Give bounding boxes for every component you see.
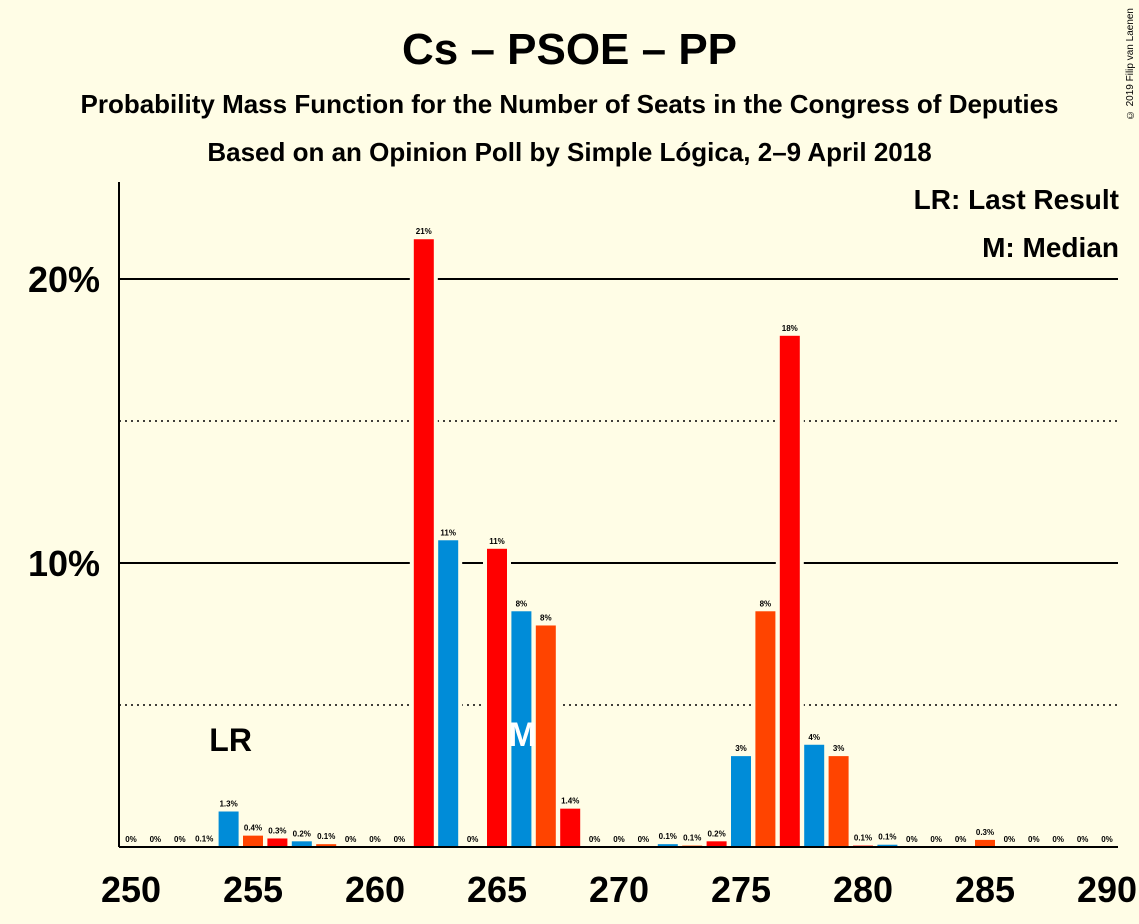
bar-seat-263 (438, 540, 459, 847)
y-tick-label: 10% (28, 543, 100, 584)
bar-value-label: 0% (613, 835, 625, 844)
bar-seat-255 (243, 835, 263, 847)
bar-value-label: 0.3% (268, 826, 286, 835)
x-tick-label: 260 (345, 869, 405, 910)
bar-value-label: 0% (930, 835, 942, 844)
bar-seat-267 (535, 625, 556, 847)
bar-value-label: 18% (782, 324, 798, 333)
last-result-marker: LR (209, 722, 252, 758)
bar-value-label: 8% (540, 613, 552, 622)
median-marker: M (508, 716, 536, 754)
legend-median: M: Median (982, 232, 1119, 263)
bar-seat-265 (487, 548, 507, 847)
bar-value-label: 3% (833, 744, 845, 753)
bar-seat-279 (828, 756, 849, 847)
x-tick-label: 275 (711, 869, 771, 910)
bar-value-label: 0.4% (244, 824, 262, 833)
bar-value-label: 0% (589, 835, 601, 844)
bar-value-label: 0% (369, 835, 381, 844)
bar-value-label: 0.3% (976, 828, 994, 837)
chart-subtitle: Probability Mass Function for the Number… (80, 89, 1059, 119)
legend-last-result: LR: Last Result (913, 184, 1119, 215)
x-tick-label: 265 (467, 869, 527, 910)
bar-seat-285 (975, 839, 995, 847)
bar-value-label: 0% (1028, 835, 1040, 844)
bar-value-label: 11% (489, 537, 505, 546)
bar-value-label: 0.1% (317, 832, 335, 841)
bar-seat-272 (657, 844, 678, 847)
bar-value-label: 8% (516, 599, 528, 608)
bar-seat-278 (804, 744, 825, 847)
bar-halo (873, 840, 902, 847)
bar-value-label: 0.2% (293, 829, 311, 838)
bar-halo (653, 840, 682, 847)
bar-halo (190, 842, 219, 847)
x-tick-label: 250 (101, 869, 161, 910)
bar-value-label: 0% (467, 835, 479, 844)
bar-seat-266 (511, 611, 532, 847)
bar-seat-256 (267, 838, 288, 847)
bar-value-label: 0% (1101, 835, 1113, 844)
bar-seat-258 (316, 844, 337, 847)
bar-value-label: 0.1% (195, 834, 213, 843)
bar-value-label: 1.3% (219, 800, 237, 809)
chart-title: Cs – PSOE – PP (401, 25, 738, 74)
x-tick-label: 255 (223, 869, 283, 910)
bar-value-label: 0% (906, 835, 918, 844)
chart-source: Based on an Opinion Poll by Simple Lógic… (207, 137, 932, 167)
bar-seat-275 (731, 756, 751, 847)
x-tick-label: 280 (833, 869, 893, 910)
bar-value-label: 1.4% (561, 797, 579, 806)
bar-value-label: 0% (394, 835, 406, 844)
bar-value-label: 8% (760, 599, 772, 608)
bar-value-label: 0% (1052, 835, 1064, 844)
bar-value-label: 21% (416, 227, 432, 236)
bar-value-label: 0% (150, 835, 162, 844)
bar-value-label: 0.1% (878, 833, 896, 842)
y-tick-label: 20% (28, 259, 100, 300)
bar-seat-281 (877, 844, 898, 847)
x-tick-label: 290 (1077, 869, 1137, 910)
bar-halo (312, 840, 341, 847)
bar-value-label: 0.2% (707, 829, 725, 838)
bar-value-label: 0% (955, 835, 967, 844)
x-tick-label: 285 (955, 869, 1015, 910)
bar-value-label: 0.1% (854, 834, 872, 843)
bar-value-label: 0% (638, 835, 650, 844)
bar-value-label: 4% (808, 733, 820, 742)
bar-value-label: 0% (1077, 835, 1089, 844)
bar-seat-274 (706, 841, 727, 847)
bar-value-label: 0.1% (659, 832, 677, 841)
bar-value-label: 0.1% (683, 834, 701, 843)
bar-seat-262 (413, 239, 434, 848)
bar-seat-257 (291, 841, 312, 847)
bar-halo (678, 841, 707, 847)
bar-value-label: 3% (735, 744, 747, 753)
bar-seat-268 (560, 808, 581, 847)
bar-value-label: 0% (174, 835, 186, 844)
x-tick-label: 270 (589, 869, 649, 910)
bar-value-label: 0% (125, 835, 137, 844)
bar-value-label: 0% (1004, 835, 1016, 844)
bar-value-label: 0% (345, 835, 357, 844)
bar-seat-276 (755, 611, 776, 847)
bar-seat-254 (218, 811, 239, 847)
bar-halo (849, 841, 877, 847)
bar-seat-277 (779, 335, 800, 847)
bar-value-label: 11% (440, 528, 456, 537)
